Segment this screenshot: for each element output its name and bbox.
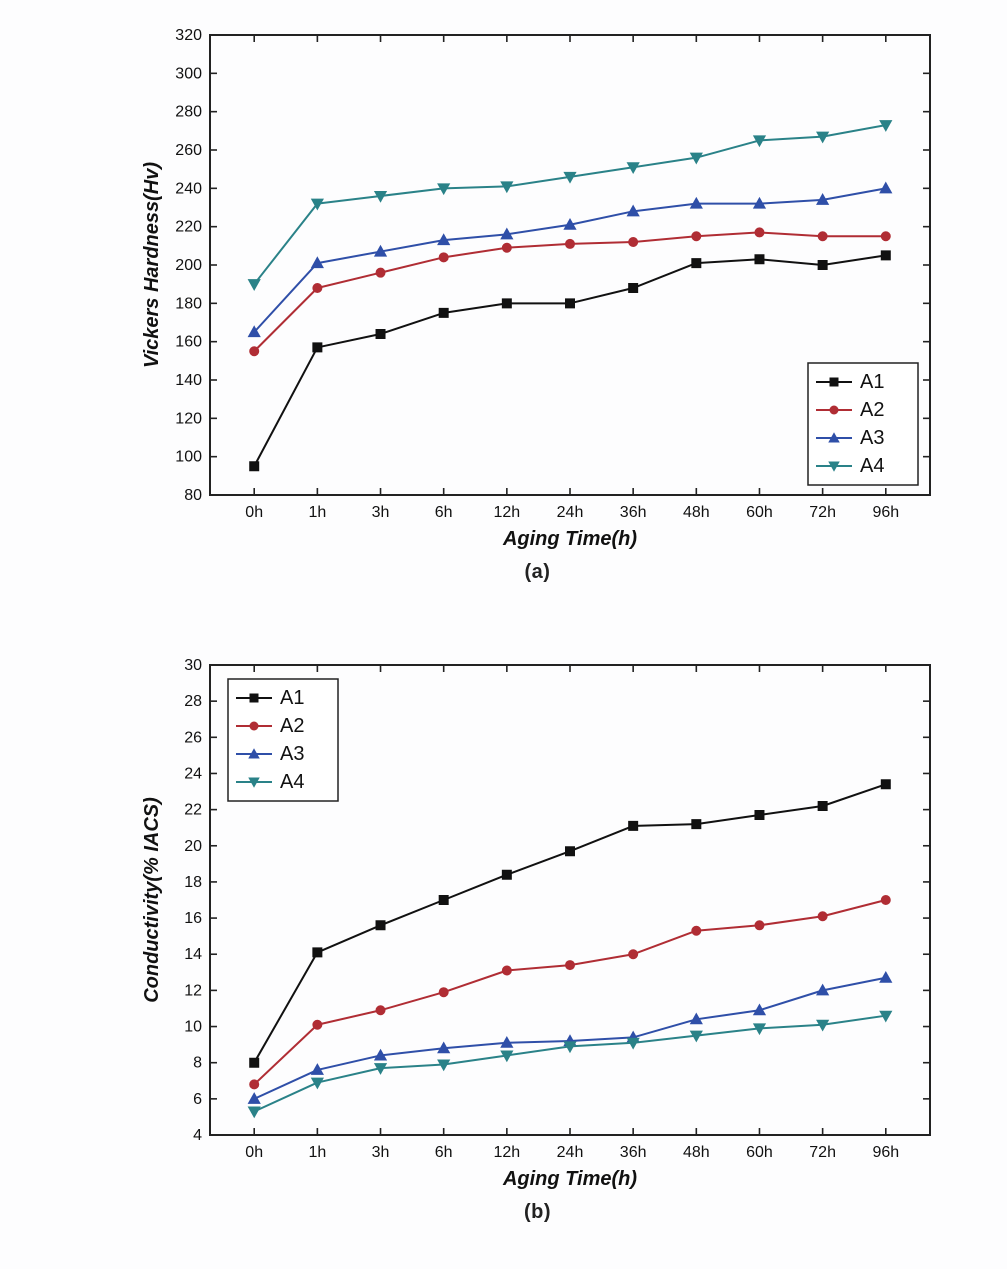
- svg-text:10: 10: [184, 1019, 202, 1036]
- chart-a-sublabel: (a): [130, 561, 945, 584]
- svg-text:96h: 96h: [872, 1144, 899, 1161]
- svg-text:6h: 6h: [435, 1144, 453, 1161]
- svg-text:Aging Time(h): Aging Time(h): [502, 1168, 637, 1190]
- svg-text:A3: A3: [280, 743, 304, 765]
- svg-text:160: 160: [175, 334, 202, 351]
- svg-text:300: 300: [175, 65, 202, 82]
- svg-text:72h: 72h: [809, 504, 836, 521]
- svg-text:22: 22: [184, 802, 202, 819]
- svg-text:8: 8: [193, 1055, 202, 1072]
- svg-text:1h: 1h: [308, 1144, 326, 1161]
- svg-text:12h: 12h: [493, 1144, 520, 1161]
- svg-text:120: 120: [175, 410, 202, 427]
- svg-text:28: 28: [184, 693, 202, 710]
- svg-text:A1: A1: [860, 371, 884, 393]
- svg-text:180: 180: [175, 295, 202, 312]
- svg-text:320: 320: [175, 27, 202, 44]
- svg-text:26: 26: [184, 729, 202, 746]
- svg-text:60h: 60h: [746, 1144, 773, 1161]
- svg-text:12: 12: [184, 982, 202, 999]
- svg-text:A2: A2: [280, 715, 304, 737]
- svg-text:30: 30: [184, 657, 202, 674]
- svg-text:3h: 3h: [372, 504, 390, 521]
- svg-text:6h: 6h: [435, 504, 453, 521]
- svg-text:Vickers Hardness(Hv): Vickers Hardness(Hv): [141, 162, 163, 368]
- svg-text:24: 24: [184, 765, 202, 782]
- svg-text:18: 18: [184, 874, 202, 891]
- chart-b-sublabel: (b): [130, 1201, 945, 1224]
- chart-b-wrap: 4 6 8 10 12 14 16 18 20 22 24 26 28 30 0h 1h 3h 6h 12h 24h 3…: [130, 650, 945, 1224]
- chart-b: 4 6 8 10 12 14 16 18 20 22 24 26 28 30 0h 1h 3h 6h 12h 24h 3…: [130, 650, 945, 1195]
- svg-text:1h: 1h: [308, 504, 326, 521]
- svg-text:A1: A1: [280, 687, 304, 709]
- svg-text:A3: A3: [860, 427, 884, 449]
- svg-text:14: 14: [184, 946, 202, 963]
- svg-text:96h: 96h: [872, 504, 899, 521]
- svg-text:A4: A4: [860, 455, 884, 477]
- svg-text:20: 20: [184, 838, 202, 855]
- svg-text:A4: A4: [280, 771, 304, 793]
- svg-text:0h: 0h: [245, 1144, 263, 1161]
- svg-text:Conductivity(% IACS): Conductivity(% IACS): [141, 797, 163, 1003]
- svg-text:220: 220: [175, 219, 202, 236]
- svg-text:240: 240: [175, 180, 202, 197]
- svg-text:100: 100: [175, 449, 202, 466]
- svg-text:260: 260: [175, 142, 202, 159]
- svg-text:48h: 48h: [683, 1144, 710, 1161]
- svg-text:6: 6: [193, 1091, 202, 1108]
- svg-text:140: 140: [175, 372, 202, 389]
- svg-text:12h: 12h: [493, 504, 520, 521]
- svg-text:36h: 36h: [620, 504, 647, 521]
- svg-text:72h: 72h: [809, 1144, 836, 1161]
- chart-a: 80 100 120 140 160 180 200 220 240 260 280 300 320 0h…: [130, 20, 945, 555]
- svg-text:36h: 36h: [620, 1144, 647, 1161]
- svg-text:3h: 3h: [372, 1144, 390, 1161]
- svg-text:0h: 0h: [245, 504, 263, 521]
- svg-text:48h: 48h: [683, 504, 710, 521]
- svg-text:4: 4: [193, 1127, 202, 1144]
- chart-a-wrap: 80 100 120 140 160 180 200 220 240 260 280 300 320 0h…: [130, 20, 945, 584]
- svg-text:24h: 24h: [557, 504, 584, 521]
- figure-page: 80 100 120 140 160 180 200 220 240 260 280 300 320 0h…: [0, 0, 1007, 1269]
- svg-text:A2: A2: [860, 399, 884, 421]
- svg-text:Aging Time(h): Aging Time(h): [502, 528, 637, 550]
- svg-text:200: 200: [175, 257, 202, 274]
- svg-text:24h: 24h: [557, 1144, 584, 1161]
- svg-text:80: 80: [184, 487, 202, 504]
- svg-text:16: 16: [184, 910, 202, 927]
- svg-text:60h: 60h: [746, 504, 773, 521]
- svg-text:280: 280: [175, 104, 202, 121]
